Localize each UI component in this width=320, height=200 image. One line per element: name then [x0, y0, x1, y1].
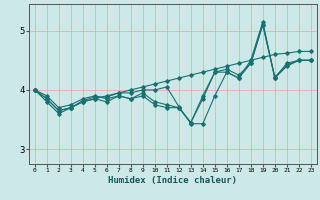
X-axis label: Humidex (Indice chaleur): Humidex (Indice chaleur): [108, 176, 237, 185]
